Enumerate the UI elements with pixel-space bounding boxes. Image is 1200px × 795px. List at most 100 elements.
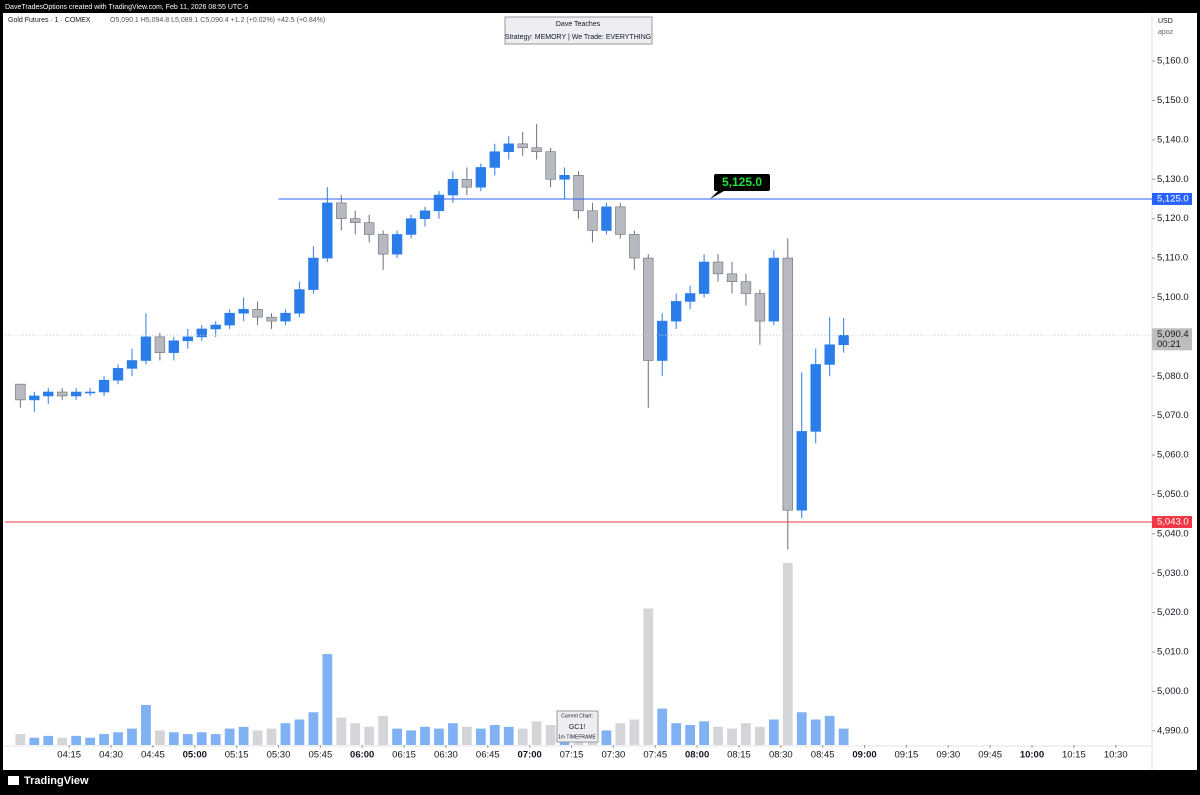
candle-body [684, 293, 696, 302]
level-tag-label: 5,125.0 [1157, 193, 1189, 204]
volume-bar [531, 721, 542, 745]
y-tick-label: 5,030.0 [1157, 568, 1189, 579]
y-tick-label: 5,160.0 [1157, 56, 1189, 67]
y-tick-label: 5,080.0 [1157, 371, 1189, 382]
volume-bar [406, 730, 416, 745]
volume-bar [196, 732, 207, 745]
candle-body [559, 175, 570, 180]
quote: O5,090.1 H5,094.8 L5,089.1 C5,090.4 +1.2… [110, 17, 325, 24]
y-tick-label: 5,050.0 [1157, 489, 1189, 500]
symbol: Gold Futures · 1 · COMEX [8, 17, 91, 24]
candle-body [461, 178, 473, 188]
candle-body [712, 261, 724, 275]
candle-body [587, 210, 598, 231]
y-tick-label: 5,020.0 [1157, 607, 1189, 618]
x-tick-label: 09:30 [936, 750, 960, 761]
candle-body [154, 336, 166, 353]
candle-body [405, 218, 417, 235]
candle-body [126, 360, 138, 369]
candle-body [391, 234, 403, 255]
volume-bar [280, 723, 291, 745]
volume-bar [838, 728, 849, 745]
x-tick-label: 08:45 [811, 750, 835, 761]
x-tick-label: 09:15 [895, 750, 919, 761]
volume-bar [741, 723, 751, 745]
y-tick-label: 5,070.0 [1157, 410, 1189, 421]
candle-body [98, 379, 110, 393]
volume-bar [15, 734, 26, 745]
y-tick-label: 5,000.0 [1157, 686, 1189, 697]
volume-bar [85, 737, 96, 745]
x-tick-label: 10:15 [1062, 750, 1086, 761]
x-tick-label: 07:30 [601, 750, 625, 761]
candle-body [629, 234, 640, 259]
y-tick-label: 5,150.0 [1157, 95, 1189, 106]
candle-body [70, 391, 82, 397]
candle-body [224, 312, 235, 326]
candle-body [336, 202, 347, 219]
volume-bar [685, 724, 696, 745]
x-tick-label: 08:30 [769, 750, 793, 761]
volume-bar [489, 724, 500, 745]
candle-body [419, 210, 431, 219]
y-tick-label: 5,130.0 [1157, 174, 1189, 185]
brand: TradingView [24, 775, 89, 787]
y-tick-label: 5,120.0 [1157, 213, 1189, 224]
candle-body [377, 234, 389, 255]
candle-body [838, 334, 849, 346]
candle-body [615, 206, 626, 235]
y-tick-label: 4,990.0 [1157, 725, 1189, 736]
volume-bar [713, 726, 723, 745]
x-tick-label: 06:15 [392, 750, 416, 761]
volume-bar [517, 728, 528, 745]
volume-bar [671, 723, 682, 745]
candle-body [140, 336, 152, 361]
volume-bar [99, 734, 109, 745]
callout-box [714, 173, 770, 191]
y-tick-label: 5,010.0 [1157, 647, 1189, 658]
x-tick-label: 05:00 [183, 750, 207, 761]
volume-bar [29, 737, 40, 745]
title-box [504, 16, 653, 45]
candle-body [364, 222, 375, 235]
candle-body [573, 175, 584, 212]
credit: DaveTradesOptions created with TradingVi… [5, 4, 249, 11]
candle-body [266, 316, 277, 322]
x-tick-label: 06:30 [434, 750, 458, 761]
candle-body [601, 206, 612, 231]
volume-bar [475, 728, 486, 745]
candle-body [824, 344, 835, 365]
candle-body [517, 143, 528, 149]
candle-body [350, 218, 361, 223]
candle-body [252, 308, 263, 318]
brand-logo [8, 776, 19, 785]
x-tick-label: 09:00 [852, 750, 876, 761]
volume-bar [336, 717, 347, 745]
title: Dave Teaches [556, 21, 601, 28]
volume-bar [364, 726, 375, 745]
volume-bar [294, 719, 305, 745]
level-tag [1152, 192, 1192, 205]
volume-bar [434, 728, 444, 745]
candle-body [698, 261, 710, 294]
volume-bar [448, 723, 458, 745]
callout-pointer [710, 190, 724, 199]
volume-bar [224, 728, 235, 745]
x-tick-label: 04:30 [99, 750, 123, 761]
volume-bar [615, 723, 626, 745]
candle-body [768, 257, 780, 322]
candle-body [796, 431, 807, 511]
unit: apoz [1158, 29, 1174, 36]
note: GC1! [569, 724, 585, 731]
x-tick-label: 05:15 [225, 750, 249, 761]
currency: USD [1158, 18, 1173, 25]
x-tick-label: 07:15 [560, 750, 584, 761]
volume-bar [461, 726, 472, 745]
last-price-label: 5,090.4 [1157, 329, 1189, 340]
volume-bar [266, 728, 277, 745]
candle-body [43, 391, 54, 397]
volume-bar [601, 730, 612, 745]
volume-bar [810, 719, 821, 745]
candle-body [726, 273, 738, 283]
candle-body [168, 340, 180, 353]
